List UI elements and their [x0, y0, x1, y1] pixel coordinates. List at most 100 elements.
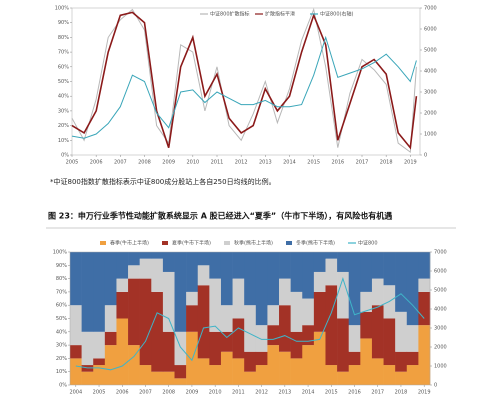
- stack-segment: [93, 365, 106, 385]
- stack-segment: [162, 371, 175, 385]
- x-tick-label: 2017: [371, 390, 384, 396]
- y2-tick-label: 2000: [424, 111, 437, 117]
- stack-segment: [244, 371, 257, 385]
- stack-segment: [290, 358, 303, 385]
- stack-segment: [395, 252, 408, 312]
- stack-segment: [313, 291, 326, 332]
- series-line: [71, 11, 418, 150]
- y-tick-label: 90%: [56, 263, 67, 269]
- x-tick-label: 2005: [93, 390, 106, 396]
- stack-segment: [348, 325, 361, 352]
- x-tick-label: 2015: [325, 390, 338, 396]
- stack-segment: [209, 331, 222, 366]
- y2-tick-label: 2000: [434, 345, 447, 351]
- stack-segment: [232, 252, 245, 279]
- stack-segment: [337, 318, 350, 372]
- legend-label: 中证800扩散指标: [210, 11, 250, 18]
- x-tick-label: 2008: [162, 390, 175, 396]
- stack-segment: [139, 278, 152, 366]
- stack-segment: [371, 305, 384, 359]
- x-tick-label: 2019: [404, 160, 417, 166]
- stack-segment: [162, 271, 175, 332]
- y2-tick-label: 5000: [424, 48, 437, 54]
- y2-tick-label: 4000: [424, 69, 437, 75]
- stack-segment: [255, 365, 268, 385]
- stack-segment: [104, 305, 117, 332]
- stack-segment: [197, 358, 210, 385]
- stack-segment: [325, 365, 338, 385]
- x-tick-label: 2018: [380, 160, 393, 166]
- x-tick-label: 2016: [331, 160, 344, 166]
- stack-segment: [244, 351, 257, 372]
- stack-segment: [151, 291, 164, 372]
- series-line: [75, 277, 425, 371]
- stack-segment: [174, 365, 187, 379]
- stack-segment: [255, 351, 268, 366]
- stack-segment: [255, 252, 268, 326]
- x-tick-label: 2011: [211, 160, 224, 166]
- y2-tick-label: 4000: [434, 307, 447, 313]
- stack-segment: [406, 365, 419, 385]
- stack-segment: [348, 252, 361, 326]
- stack-segment: [220, 331, 233, 352]
- stack-segment: [186, 291, 199, 306]
- stack-segment: [174, 252, 187, 332]
- y-tick-label: 50%: [56, 316, 67, 322]
- legend-swatch: [162, 241, 168, 245]
- stack-segment: [70, 252, 82, 306]
- y2-tick-label: 1000: [434, 364, 447, 370]
- stack-segment: [406, 351, 419, 366]
- x-tick-label: 2013: [259, 160, 272, 166]
- stack-segment: [209, 278, 222, 332]
- stack-segment: [116, 252, 129, 279]
- stack-segment: [174, 331, 187, 366]
- stack-segment: [313, 331, 326, 385]
- stack-segment: [383, 365, 396, 385]
- stack-segment: [395, 311, 408, 352]
- stack-segment: [360, 338, 373, 385]
- stack-segment: [302, 298, 315, 326]
- stack-segment: [371, 278, 384, 306]
- stack-segment: [186, 252, 199, 292]
- x-tick-label: 2013: [278, 390, 291, 396]
- stack-segment: [232, 358, 245, 385]
- stack-segment: [139, 365, 152, 385]
- legend-label: 夏季(牛市下半场): [172, 240, 211, 247]
- stack-segment: [81, 252, 94, 332]
- stack-segment: [279, 278, 291, 306]
- stack-segment: [325, 252, 338, 259]
- stack-segment: [70, 305, 82, 346]
- y2-tick-label: 6000: [434, 269, 447, 275]
- stack-segment: [383, 318, 396, 366]
- stack-segment: [383, 252, 396, 286]
- stack-segment: [302, 325, 315, 346]
- y2-tick-label: 5000: [434, 288, 447, 294]
- y-tick-label: 70%: [56, 289, 67, 295]
- stack-segment: [371, 252, 384, 279]
- y2-tick-label: 3000: [424, 90, 437, 96]
- x-tick-label: 2009: [186, 390, 199, 396]
- plot-frame: [71, 7, 421, 156]
- stack-segment: [232, 278, 245, 319]
- stack-segment: [418, 291, 431, 326]
- x-tick-label: 2011: [232, 390, 245, 396]
- stack-segment: [360, 252, 373, 292]
- y-tick-label: 80%: [58, 35, 69, 41]
- stack-segment: [337, 371, 350, 385]
- legend-swatch: [286, 241, 292, 245]
- stack-segment: [174, 378, 187, 385]
- stack-segment: [279, 252, 291, 279]
- y2-tick-label: 0: [424, 153, 427, 159]
- stack-segment: [104, 331, 117, 346]
- footnote: *中证800指数扩散指标表示中证800成分股站上各自250日均线的比例。: [50, 177, 276, 186]
- y-tick-label: 30%: [56, 343, 67, 349]
- stack-segment: [139, 252, 152, 259]
- y2-tick-label: 7000: [424, 6, 437, 12]
- y2-tick-label: 7000: [434, 250, 447, 256]
- x-tick-label: 2005: [66, 160, 79, 166]
- stack-segment: [325, 285, 338, 366]
- x-tick-label: 2006: [90, 160, 103, 166]
- y-tick-label: 40%: [56, 329, 67, 335]
- stack-segment: [279, 305, 291, 352]
- x-tick-label: 2010: [209, 390, 222, 396]
